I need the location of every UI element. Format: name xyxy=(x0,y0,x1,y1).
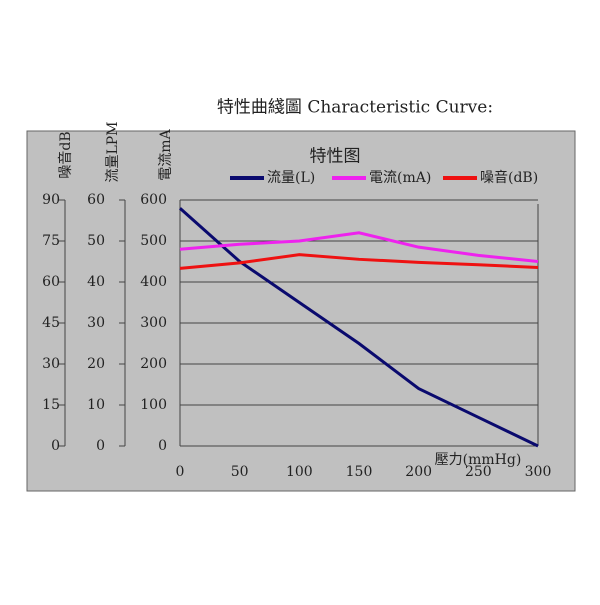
legend-label: 噪音(dB) xyxy=(480,169,538,186)
x-tick-label: 250 xyxy=(465,464,492,480)
y-tick-label: 400 xyxy=(140,274,167,290)
y2-tick-label: 40 xyxy=(87,274,105,290)
y-axis-label: 電流mA xyxy=(158,128,174,180)
y2-axis-label: 流量LPM xyxy=(105,121,121,182)
y3-tick-label: 0 xyxy=(51,438,60,454)
x-tick-label: 300 xyxy=(525,464,552,480)
legend-label: 電流(mA) xyxy=(369,170,431,186)
series-line xyxy=(179,231,539,263)
y-tick-label: 300 xyxy=(140,315,167,331)
chart-title: 特性曲綫圖 Characteristic Curve: xyxy=(217,98,493,118)
y3-axis-label: 噪音dB xyxy=(57,131,74,178)
chart-background xyxy=(26,130,576,492)
x-tick-label: 100 xyxy=(286,464,313,480)
legend-label: 流量(L) xyxy=(267,170,315,186)
y2-tick-label: 20 xyxy=(87,356,105,372)
y-tick-label: 0 xyxy=(158,438,167,454)
series-line xyxy=(179,253,539,270)
y-tick-label: 600 xyxy=(140,192,167,208)
y-tick-label: 200 xyxy=(140,356,167,372)
y2-tick-label: 0 xyxy=(96,438,105,454)
y3-tick-label: 45 xyxy=(42,315,60,331)
y2-tick-label: 60 xyxy=(87,192,105,208)
y3-tick-label: 15 xyxy=(42,397,60,413)
x-tick-label: 200 xyxy=(405,464,432,480)
y3-tick-label: 75 xyxy=(42,233,60,249)
chart-subtitle: 特性图 xyxy=(310,147,361,167)
y3-tick-label: 90 xyxy=(42,192,60,208)
x-axis-label: 壓力(mmHg) xyxy=(435,452,522,468)
x-tick-label: 50 xyxy=(231,464,249,480)
y-tick-label: 100 xyxy=(140,397,167,413)
y3-tick-label: 60 xyxy=(42,274,60,290)
y3-tick-label: 30 xyxy=(42,356,60,372)
y2-tick-label: 50 xyxy=(87,233,105,249)
x-tick-label: 0 xyxy=(176,464,185,480)
x-tick-label: 150 xyxy=(346,464,373,480)
y2-tick-label: 30 xyxy=(87,315,105,331)
y-tick-label: 500 xyxy=(140,233,167,249)
y2-tick-label: 10 xyxy=(87,397,105,413)
